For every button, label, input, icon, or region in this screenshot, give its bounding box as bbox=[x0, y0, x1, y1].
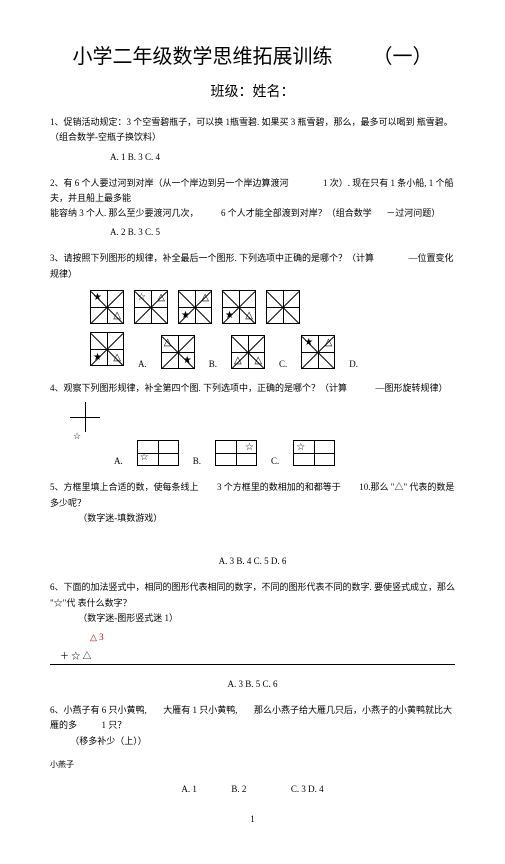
triangle-icon: △ bbox=[234, 356, 242, 366]
q7-ans-b: B. 2 bbox=[231, 784, 246, 794]
q7-ans-c: C. 3 D. 4 bbox=[291, 784, 324, 794]
q4-label-c: C. bbox=[271, 456, 279, 466]
q4-tag: —图形旋转规律） bbox=[376, 383, 448, 393]
q7: 6、小燕子有 6 只小黄鸭, 大雁有 1 只小黄鸭, 那么小燕子给大雁几只后，小… bbox=[50, 703, 455, 749]
q4-optA: ☆ bbox=[137, 440, 179, 466]
doc-title: 小学二年级数学思维拓展训练 （一） bbox=[50, 40, 455, 69]
q6-rule: ＋ ☆ △ bbox=[50, 647, 455, 665]
star-icon: ★ bbox=[225, 311, 234, 321]
q4: 4、观察下列图形规律，补全第四个图. 下列选项中，正确的是哪个？（计算 —图形旋… bbox=[50, 381, 455, 396]
q6-text: 6、下面的加法竖式中，相同的图形代表相同的数字，不同的图形代表不同的数字. 要使… bbox=[50, 582, 455, 607]
q5-l1b: 3 个方框里的数相加的和都等于 bbox=[217, 482, 341, 492]
q3-fig3: △ ★ bbox=[178, 290, 212, 324]
q4-cross-fig: ☆ bbox=[70, 402, 100, 432]
page-number: 1 bbox=[50, 814, 455, 824]
q3-optB: △ ★ bbox=[161, 335, 195, 369]
star-icon: ★ bbox=[183, 356, 192, 366]
q4-label-b: B. bbox=[193, 456, 201, 466]
q3-fig1: ★ △ bbox=[90, 290, 124, 324]
q3-text: 3、请按照下列图形的规律，补全最后一个图形. 下列选项中正确的是哪个？（计算 bbox=[50, 253, 374, 263]
star-icon: ★ bbox=[93, 353, 102, 363]
q6-answers: A. 3 B. 5 C. 6 bbox=[50, 679, 455, 689]
triangle-icon: △ bbox=[245, 311, 253, 321]
q3: 3、请按照下列图形的规律，补全最后一个图形. 下列选项中正确的是哪个？（计算 —… bbox=[50, 251, 455, 282]
q5-answers: A. 3 B. 4 C. 5 D. 6 bbox=[50, 556, 455, 566]
q5: 5、方框里填上合适的数，使每条线上 3 个方框里的数相加的和都等于 10.那么 … bbox=[50, 480, 455, 526]
star-icon: ★ bbox=[181, 311, 190, 321]
q3-label-d: D. bbox=[349, 359, 358, 369]
q4-optC: ☆ bbox=[293, 440, 335, 466]
star-icon: ☆ bbox=[140, 453, 149, 463]
q7-answers: A. 1 B. 2 C. 3 D. 4 bbox=[50, 784, 455, 794]
q6-tri1: △ 3 bbox=[90, 632, 455, 643]
triangle-icon: △ bbox=[113, 311, 121, 321]
star-icon: ★ bbox=[304, 338, 313, 348]
q4-optB: ☆ bbox=[215, 440, 257, 466]
triangle-icon: △ bbox=[157, 293, 165, 303]
q2-l1: 2、有 6 个人要过河到对岸（从一个岸边到另一个岸边算渡河 bbox=[50, 178, 289, 188]
q3-optC: △ △ bbox=[231, 335, 265, 369]
star-icon: ☆ bbox=[137, 293, 146, 303]
q7-tag: 小燕子 bbox=[50, 759, 455, 770]
q3-label-a: A. bbox=[138, 359, 147, 369]
q3-optD: ★ △ bbox=[301, 335, 335, 369]
q3-optA: ★ △ bbox=[90, 332, 124, 366]
q6-tri2: ＋ ☆ △ bbox=[60, 651, 92, 661]
q2: 2、有 6 个人要过河到对岸（从一个岸边到另一个岸边算渡河 1 次）. 现在只有… bbox=[50, 176, 455, 222]
q3-label-c: C. bbox=[279, 359, 287, 369]
star-icon: ☆ bbox=[245, 443, 254, 453]
q1-answers: A. 1 B. 3 C. 4 bbox=[110, 152, 455, 162]
q7-d: 1 只？ bbox=[102, 720, 127, 730]
triangle-icon: △ bbox=[254, 356, 262, 366]
q2-answers: A. 2 B. 3 C. 5 bbox=[110, 227, 455, 237]
q6: 6、下面的加法竖式中，相同的图形代表相同的数字，不同的图形代表不同的数字. 要使… bbox=[50, 580, 455, 626]
q2-l2a: 能容纳 3 个人. 那么至少要渡河几次， bbox=[50, 208, 199, 218]
q1-text: 1、促销活动规定：3 个空雪碧瓶子，可以换 1瓶雪碧. 如果买 3 瓶雪碧，那么… bbox=[50, 117, 453, 142]
q7-l2: （移多补少（上）） bbox=[70, 736, 147, 746]
triangle-icon: △ bbox=[201, 293, 209, 303]
triangle-icon: △ bbox=[113, 353, 121, 363]
q6-l2: （数字迷-图形竖式迷 1） bbox=[78, 613, 178, 623]
q7-ans-a: A. 1 bbox=[181, 784, 197, 794]
triangle-icon: △ bbox=[164, 338, 172, 348]
q3-figs-bottom: ★ △ A. △ ★ B. △ △ C. ★ △ D. bbox=[90, 332, 455, 369]
q3-fig4: ★ △ bbox=[222, 290, 256, 324]
star-icon: ☆ bbox=[73, 431, 81, 442]
q4-label-a: A. bbox=[114, 456, 123, 466]
q5-l2: （数字迷-填数游戏） bbox=[78, 513, 162, 523]
star-icon: ☆ bbox=[296, 443, 305, 453]
q3-label-b: B. bbox=[209, 359, 217, 369]
q4-options: A. ☆ B. ☆ C. ☆ bbox=[110, 440, 455, 466]
q2-l2b: 6 个人才能全部渡到对岸？（组合数学 bbox=[221, 208, 372, 218]
q3-fig2: ☆ △ bbox=[134, 290, 168, 324]
q3-fig5 bbox=[266, 290, 300, 324]
q2-l2c: －过河问题） bbox=[386, 208, 440, 218]
title-part: （一） bbox=[373, 46, 433, 68]
triangle-icon: △ bbox=[325, 338, 333, 348]
q4-text: 4、观察下列图形规律，补全第四个图. 下列选项中，正确的是哪个？（计算 bbox=[50, 383, 347, 393]
subtitle: 班级：姓名： bbox=[50, 81, 455, 101]
q5-l1a: 5、方框里填上合适的数，使每条线上 bbox=[50, 482, 199, 492]
title-main: 小学二年级数学思维拓展训练 bbox=[73, 46, 333, 68]
star-icon: ★ bbox=[93, 293, 102, 303]
q3-figs-top: ★ △ ☆ △ △ ★ ★ △ bbox=[90, 290, 455, 324]
q1: 1、促销活动规定：3 个空雪碧瓶子，可以换 1瓶雪碧. 如果买 3 瓶雪碧，那么… bbox=[50, 115, 455, 146]
